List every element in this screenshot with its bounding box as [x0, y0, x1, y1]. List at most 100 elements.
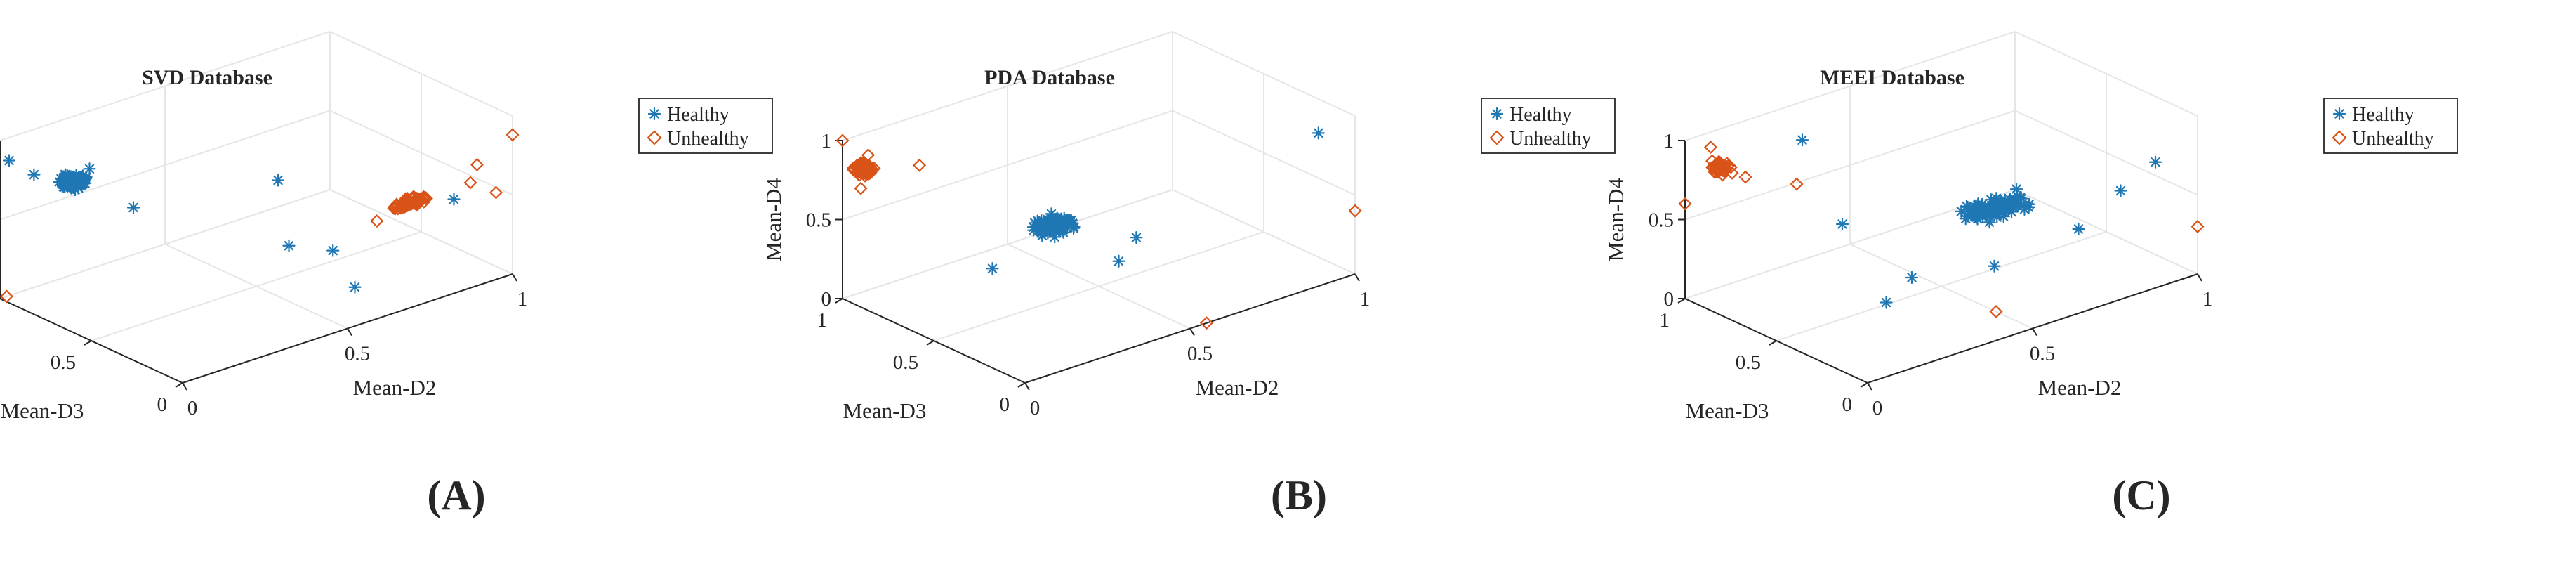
grid-line — [91, 231, 422, 341]
y-tick-label: 0 — [1842, 393, 1853, 416]
x-tick — [512, 273, 517, 282]
panel-label: (C) — [2112, 472, 2170, 518]
panel-label: (B) — [1271, 472, 1327, 518]
healthy-point — [1312, 126, 1325, 140]
x-tick-label: 0 — [1872, 397, 1883, 419]
legend-label-unhealthy: Unhealthy — [1510, 128, 1592, 150]
unhealthy-point — [835, 133, 850, 148]
y-tick-label: 0 — [1000, 393, 1010, 416]
grid-line — [1172, 189, 1356, 275]
y-tick — [926, 340, 934, 346]
grid-line — [933, 231, 1264, 341]
x-tick-label: 0.5 — [345, 343, 370, 365]
unhealthy-point — [418, 191, 433, 205]
unhealthy-point — [1790, 177, 1804, 191]
healthy-point — [2148, 155, 2162, 169]
grid-line — [1172, 31, 1356, 117]
healthy-point — [1130, 231, 1143, 244]
unhealthy-point — [463, 176, 477, 190]
unhealthy-point — [398, 200, 412, 214]
x-tick-label: 0 — [187, 397, 198, 419]
healthy-point — [986, 262, 999, 275]
grid-line — [329, 31, 513, 117]
healthy-point — [2332, 107, 2346, 121]
healthy-point — [2009, 183, 2023, 196]
x-tick — [347, 327, 352, 337]
healthy-point — [271, 174, 285, 187]
series-unhealthy — [835, 133, 1362, 330]
unhealthy-point — [1989, 304, 2003, 319]
chart-title: MEEI Database — [1820, 66, 1964, 89]
grid-line — [1684, 31, 2016, 141]
healthy-point — [1988, 259, 2001, 273]
legend-label-healthy: Healthy — [2352, 104, 2415, 126]
y-tick-label: 1 — [817, 309, 828, 332]
healthy-point — [1905, 270, 1919, 285]
healthy-point — [1835, 217, 1849, 231]
grid-line — [2014, 31, 2198, 117]
healthy-point — [326, 244, 340, 257]
healthy-point — [447, 193, 461, 206]
unhealthy-point — [1715, 162, 1729, 176]
grid-line — [329, 189, 513, 275]
healthy-point — [27, 168, 41, 181]
unhealthy-point — [388, 202, 402, 216]
unhealthy-point — [1703, 140, 1718, 155]
series-healthy — [1795, 133, 2162, 309]
healthy-point — [2018, 202, 2031, 216]
healthy-point — [647, 107, 661, 121]
healthy-point — [71, 173, 84, 186]
y-tick — [1860, 382, 1868, 388]
healthy-point — [72, 181, 85, 195]
legend-label-unhealthy: Unhealthy — [667, 128, 749, 150]
healthy-point — [1983, 216, 1996, 229]
unhealthy-point — [1712, 155, 1726, 169]
y-tick-label: 0.5 — [1736, 351, 1761, 374]
y-tick-label: 1 — [1660, 309, 1670, 332]
chart-panel-2: 00.5100.5100.51Mean-D2Mean-D3Mean-D4PDA … — [761, 31, 1616, 518]
healthy-point — [1955, 204, 1968, 218]
unhealthy-point — [647, 130, 662, 145]
unhealthy-point — [2191, 219, 2205, 234]
grid-line — [2014, 189, 2198, 275]
z-axis-label: Mean-D4 — [761, 178, 786, 261]
unhealthy-point — [489, 185, 503, 200]
unhealthy-point — [506, 128, 520, 142]
y-axis-label: Mean-D3 — [1686, 398, 1769, 423]
x-tick — [2197, 273, 2202, 282]
healthy-point — [1046, 222, 1059, 235]
grid-line — [842, 189, 1173, 299]
healthy-point — [1971, 212, 1984, 226]
unhealthy-point — [912, 158, 927, 172]
grid-line — [0, 31, 331, 141]
legend-box — [2323, 98, 2458, 154]
unhealthy-point — [854, 181, 868, 195]
chart-title: SVD Database — [142, 66, 272, 89]
x-tick — [1189, 327, 1195, 337]
x-tick-label: 1 — [517, 288, 528, 311]
healthy-point — [1982, 204, 1995, 218]
legend-box — [638, 98, 773, 154]
grid-line — [0, 189, 331, 299]
grid-line — [1684, 189, 2016, 299]
z-tick-label: 1 — [1664, 130, 1675, 152]
healthy-point — [2114, 184, 2127, 197]
unhealthy-point — [858, 159, 872, 173]
x-tick — [2032, 327, 2037, 337]
z-axis-label: Mean-D4 — [1604, 178, 1628, 261]
x-tick-label: 1 — [1360, 288, 1370, 311]
unhealthy-point — [1489, 130, 1505, 145]
series-healthy — [986, 126, 1325, 275]
x-tick-label: 1 — [2202, 288, 2213, 311]
healthy-point — [83, 162, 96, 176]
unhealthy-point — [861, 148, 876, 162]
healthy-point — [126, 201, 140, 214]
healthy-point — [1490, 107, 1504, 121]
y-tick — [1769, 340, 1777, 346]
unhealthy-point — [2332, 130, 2347, 145]
x-tick — [182, 382, 187, 391]
unhealthy-point — [396, 196, 410, 210]
